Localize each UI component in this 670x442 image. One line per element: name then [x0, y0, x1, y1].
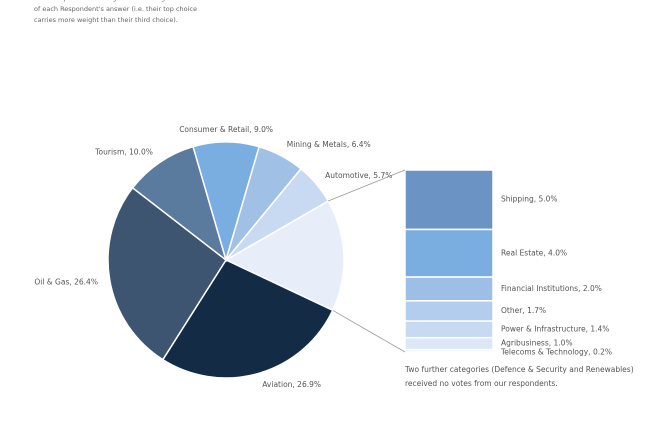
pie-slice	[131, 145, 228, 263]
bar-segment	[404, 336, 494, 351]
slice-label: Automotive, 5.7%	[325, 171, 392, 180]
note: of each Respondent's answer (i.e. their …	[34, 5, 197, 13]
bar-segment	[404, 320, 494, 339]
slice-label: Oil & Gas, 26.4%	[34, 277, 98, 286]
bar-segment	[404, 276, 494, 302]
bar-label: Financial Institutions, 2.0%	[501, 284, 602, 293]
note: carries more weight than their third cho…	[34, 16, 178, 24]
pie-slice	[225, 167, 330, 261]
slice-label: Tourism, 10.0%	[94, 148, 153, 157]
slice-label: Aviation, 26.9%	[262, 380, 321, 389]
pie-slice	[161, 259, 334, 379]
footnote: received no votes from our respondents.	[405, 379, 558, 388]
connector	[332, 309, 406, 353]
slice-label: Mining & Metals, 6.4%	[287, 140, 371, 149]
bar-segment	[404, 169, 494, 231]
bar-label: Power & Infrastructure, 1.4%	[501, 324, 609, 333]
connector	[328, 169, 406, 202]
bar-label: Telecoms & Technology, 0.2%	[500, 348, 612, 357]
pie-slice	[224, 199, 345, 312]
bar-label: Shipping, 5.0%	[501, 195, 558, 204]
bar-label: Real Estate, 4.0%	[501, 248, 567, 257]
bar-label: Other, 1.7%	[501, 306, 546, 315]
note: Note: responses are weighted according t…	[34, 0, 206, 2]
bar-segment	[404, 348, 494, 353]
footnote: Two further categories (Defence & Securi…	[404, 365, 634, 374]
bar-segment	[404, 300, 494, 322]
slice-label: Consumer & Retail, 9.0%	[179, 125, 273, 134]
pie-slice	[107, 186, 227, 361]
bar-segment	[404, 228, 494, 278]
bar-label: Agribusiness, 1.0%	[501, 339, 573, 348]
